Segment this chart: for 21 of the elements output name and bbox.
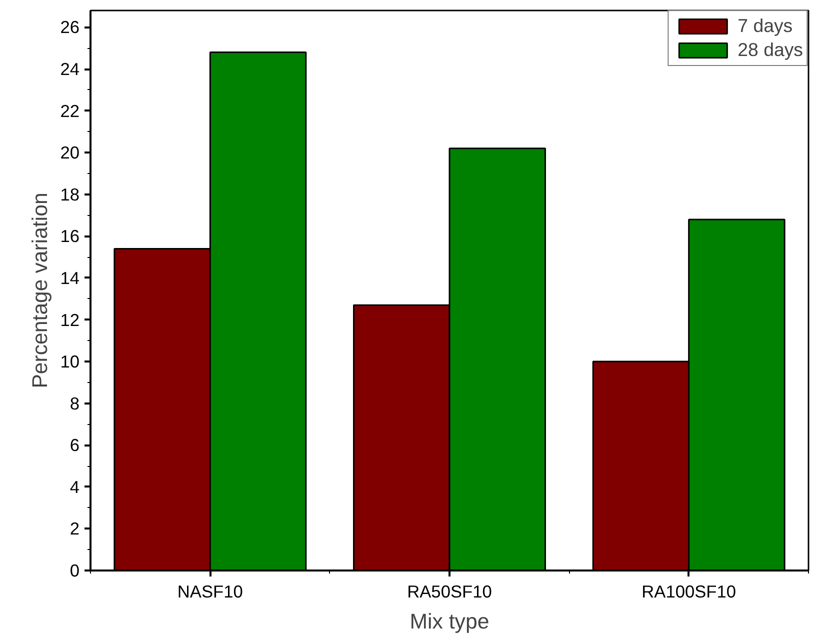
y-tick-label: 2 [70, 518, 80, 539]
y-tick-label: 4 [70, 476, 80, 497]
x-axis-title: Mix type [410, 610, 490, 634]
y-axis-title: Percentage variation [28, 192, 52, 388]
y-tick-label: 8 [70, 393, 80, 414]
x-tick-label: RA100SF10 [642, 582, 736, 602]
y-tick-label: 18 [60, 184, 80, 204]
y-tick-label: 16 [60, 226, 80, 246]
y-tick-label: 10 [60, 352, 80, 372]
y-tick-label: 14 [60, 268, 80, 288]
y-tick-label: 0 [70, 560, 80, 580]
y-tick-label: 20 [60, 142, 80, 163]
legend-label: 28 days [738, 39, 803, 61]
y-tick-label: 26 [60, 17, 80, 38]
y-tick-label: 12 [60, 310, 80, 330]
y-tick-label: 22 [60, 100, 80, 121]
x-tick-label: NASF10 [177, 582, 243, 602]
x-tick-label: RA50SF10 [407, 582, 492, 602]
y-tick-label: 24 [60, 59, 80, 80]
y-tick-label: 6 [70, 435, 80, 456]
legend-label: 7 days [738, 15, 793, 37]
